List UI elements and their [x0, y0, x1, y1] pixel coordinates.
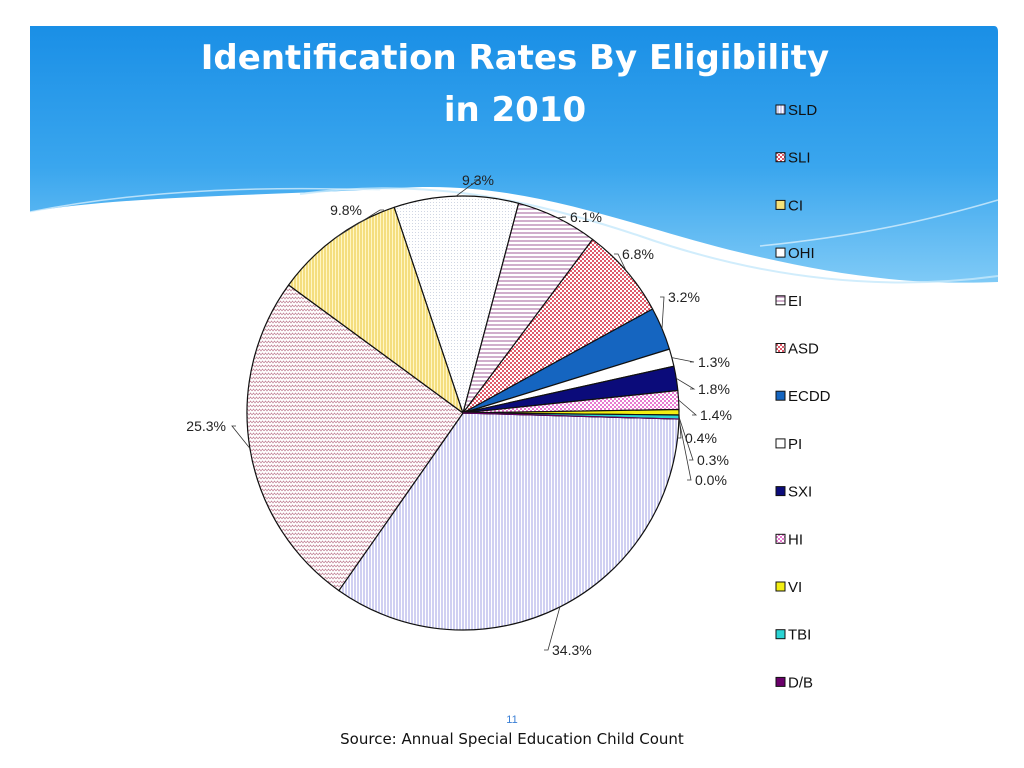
legend-label-sxi: SXI [788, 484, 812, 501]
legend-swatch-asd [775, 343, 786, 353]
leader-sxi [675, 377, 696, 390]
legend-label-ohi: OHI [788, 245, 815, 262]
data-label-sli: 25.3% [186, 418, 226, 434]
leader-asd [614, 253, 627, 272]
pie-slices [246, 195, 680, 631]
legend-label-tbi: TBI [788, 627, 811, 644]
legend-swatch-ei [775, 295, 786, 306]
legend-item-asd: ASD [775, 341, 819, 358]
data-label-ei: 6.1% [570, 209, 602, 225]
label-leaders [231, 179, 698, 651]
legend-label-pi: PI [788, 436, 802, 453]
legend-label-ci: CI [788, 197, 803, 214]
legend-label-ei: EI [788, 293, 802, 310]
leader-ecdd [660, 296, 665, 329]
leader-sli [231, 425, 251, 449]
legend-swatch-ci [775, 199, 786, 210]
slice-ohi [393, 195, 520, 414]
legend-item-tbi: TBI [775, 627, 811, 644]
leader-d-b [678, 419, 692, 481]
legend-swatch-ecdd [775, 390, 786, 401]
legend-swatch-d-b [775, 676, 786, 687]
data-label-sld: 34.3% [552, 642, 592, 658]
slide-title: Identification Rates By Eligibility in 2… [130, 32, 900, 136]
leader-sld [544, 606, 561, 651]
legend-item-hi: HI [775, 531, 803, 548]
legend-item-sli: SLI [775, 150, 811, 167]
data-label-pi: 1.3% [698, 354, 730, 370]
data-label-d-b: 0.0% [695, 472, 727, 488]
legend-item-d-b: D/B [775, 674, 813, 691]
leader-ei [557, 216, 567, 219]
legend-item-pi: PI [775, 436, 802, 453]
legend-item-vi: VI [775, 579, 802, 596]
legend-label-sld: SLD [788, 102, 817, 119]
legend-item-sld: SLD [775, 102, 817, 119]
leader-tbi [678, 416, 694, 461]
page-number: 11 [506, 714, 518, 726]
data-label-asd: 6.8% [622, 246, 654, 262]
leader-pi [671, 357, 695, 363]
data-label-ci: 9.8% [330, 202, 362, 218]
legend-swatch-pi [775, 438, 786, 449]
legend-label-asd: ASD [788, 341, 819, 358]
leader-ohi [455, 179, 480, 197]
legend-swatch-sld [775, 104, 786, 115]
legend-label-d-b: D/B [788, 674, 813, 691]
data-label-tbi: 0.3% [697, 452, 729, 468]
legend-item-ci: CI [775, 197, 803, 214]
legend-item-ei: EI [775, 293, 802, 310]
data-labels: 34.3% 25.3% 9.8% 9.3% 6.1% 6.8% 3.2% 1.3% 1.8% 1.… [186, 172, 732, 658]
data-label-ecdd: 3.2% [668, 289, 700, 305]
data-label-ohi: 9.3% [462, 172, 494, 188]
legend-swatch-hi [775, 533, 786, 544]
data-label-vi: 0.4% [685, 430, 717, 446]
leader-ci [335, 209, 384, 239]
legend-label-hi: HI [788, 531, 803, 548]
legend: SLD SLI CI OHI EI ASD ECDD PI SXI HI VI TBI D/B [775, 102, 831, 691]
slice-d-b [462, 412, 679, 420]
legend-label-ecdd: ECDD [788, 388, 831, 405]
title-line-2: in 2010 [443, 90, 587, 130]
leader-hi [678, 399, 698, 416]
legend-item-ohi: OHI [775, 245, 815, 262]
legend-swatch-tbi [775, 629, 786, 640]
source-note: Source: Annual Special Education Child C… [340, 730, 684, 748]
title-line-1: Identification Rates By Eligibility [200, 38, 830, 78]
legend-swatch-ohi [775, 247, 786, 258]
legend-label-vi: VI [788, 579, 802, 596]
leader-vi [677, 412, 682, 439]
slice-sli [246, 284, 464, 592]
data-label-sxi: 1.8% [698, 381, 730, 397]
data-label-hi: 1.4% [700, 407, 732, 423]
legend-swatch-vi [775, 581, 786, 592]
legend-item-ecdd: ECDD [775, 388, 831, 405]
slice-sld [338, 412, 680, 631]
legend-swatch-sli [775, 152, 786, 163]
legend-label-sli: SLI [788, 150, 811, 167]
legend-swatch-sxi [775, 486, 786, 497]
legend-item-sxi: SXI [775, 484, 812, 501]
